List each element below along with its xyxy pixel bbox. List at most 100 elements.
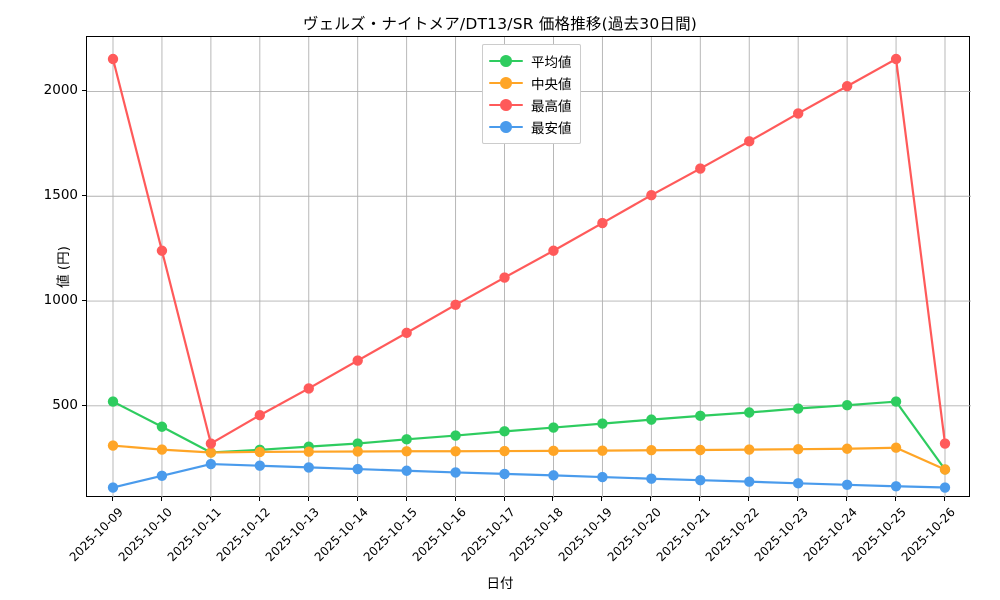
data-point-marker[interactable] [548, 245, 559, 256]
data-point-marker[interactable] [548, 470, 559, 481]
data-point-marker[interactable] [303, 446, 314, 457]
data-point-marker[interactable] [792, 403, 804, 414]
data-point-marker[interactable] [303, 383, 314, 394]
data-point-marker[interactable] [499, 272, 510, 283]
data-point-marker[interactable] [205, 438, 217, 449]
data-point-marker[interactable] [401, 446, 412, 457]
data-point-marker[interactable] [744, 407, 755, 418]
legend-marker-icon [500, 121, 512, 133]
data-point-marker[interactable] [499, 468, 510, 480]
legend-label: 中央値 [531, 77, 572, 93]
data-point-marker[interactable] [303, 462, 314, 473]
series-line [111, 400, 947, 471]
data-point-marker[interactable] [597, 445, 608, 456]
data-point-marker[interactable] [352, 446, 363, 457]
data-point-marker[interactable] [646, 473, 657, 484]
data-point-marker[interactable] [646, 445, 657, 456]
x-axis-tick-mark [209, 497, 211, 501]
data-point-marker[interactable] [254, 410, 266, 421]
legend-swatch [489, 76, 523, 90]
data-point-marker[interactable] [401, 465, 412, 476]
data-point-marker[interactable] [107, 482, 119, 493]
x-axis-tick-mark [503, 497, 505, 501]
legend-item[interactable]: 最高値 [489, 94, 572, 116]
data-point-marker[interactable] [646, 190, 657, 201]
data-point-marker[interactable] [744, 136, 755, 147]
y-axis-tick-mark [82, 300, 86, 302]
y-axis-tick-mark [82, 404, 86, 406]
data-point-marker[interactable] [792, 478, 804, 489]
data-point-marker[interactable] [939, 482, 951, 493]
legend-item[interactable]: 平均値 [489, 50, 572, 72]
series-line [111, 444, 947, 471]
data-point-marker[interactable] [450, 446, 461, 457]
x-axis-tick-mark [405, 497, 407, 501]
x-axis-tick-labels: 2025-10-09 2025-10-10 2025-10-11 2025-10-12… [67, 497, 970, 567]
data-point-marker[interactable] [352, 438, 363, 449]
data-point-marker[interactable] [156, 245, 168, 256]
data-point-marker[interactable] [744, 476, 755, 487]
series-line [111, 57, 947, 445]
data-point-marker[interactable] [107, 440, 119, 451]
y-axis-tick-label: 1000 [43, 292, 78, 309]
data-point-marker[interactable] [450, 467, 461, 478]
data-point-marker[interactable] [205, 447, 217, 458]
data-point-marker[interactable] [939, 438, 951, 449]
y-axis-tick-label: 2000 [43, 82, 78, 99]
data-point-marker[interactable] [597, 418, 608, 429]
data-point-marker[interactable] [597, 217, 608, 229]
x-axis-tick-mark [112, 497, 113, 501]
data-point-marker[interactable] [107, 53, 119, 65]
data-point-marker[interactable] [890, 53, 902, 65]
data-point-marker[interactable] [597, 471, 608, 483]
legend-marker-icon [500, 55, 512, 67]
data-point-marker[interactable] [156, 470, 168, 481]
data-point-marker[interactable] [890, 396, 902, 407]
data-point-marker[interactable] [890, 481, 902, 492]
data-point-marker[interactable] [695, 474, 706, 486]
data-point-marker[interactable] [792, 443, 804, 455]
chart-legend: 平均値中央値 最高値 最安値 [482, 44, 581, 144]
data-point-marker[interactable] [450, 299, 461, 310]
data-point-marker[interactable] [352, 463, 363, 475]
data-point-marker[interactable] [890, 442, 902, 453]
data-point-marker[interactable] [156, 444, 168, 455]
data-point-marker[interactable] [499, 426, 510, 437]
legend-item[interactable]: 最安値 [489, 116, 572, 138]
data-point-marker[interactable] [841, 443, 853, 454]
data-point-marker[interactable] [695, 410, 706, 422]
data-point-marker[interactable] [499, 445, 510, 457]
data-point-marker[interactable] [205, 458, 217, 470]
data-point-marker[interactable] [401, 327, 412, 339]
data-point-marker[interactable] [450, 430, 461, 441]
x-axis-tick-mark [944, 497, 945, 501]
x-axis-tick-mark [160, 497, 162, 501]
data-point-marker[interactable] [254, 460, 266, 471]
data-point-marker[interactable] [254, 446, 266, 458]
data-point-marker[interactable] [841, 81, 853, 92]
x-axis-tick-mark [895, 497, 897, 501]
legend-marker-icon [500, 99, 512, 111]
data-point-marker[interactable] [352, 355, 363, 366]
data-point-marker[interactable] [548, 445, 559, 457]
legend-label: 平均値 [531, 55, 572, 71]
data-point-marker[interactable] [695, 444, 706, 456]
data-point-marker[interactable] [841, 399, 853, 411]
data-point-marker[interactable] [939, 464, 951, 475]
data-point-marker[interactable] [744, 444, 755, 455]
data-point-marker[interactable] [548, 422, 559, 433]
x-axis-tick-mark [797, 497, 799, 501]
x-axis-label: 日付 [486, 576, 514, 592]
data-point-marker[interactable] [792, 108, 804, 119]
data-point-marker[interactable] [401, 434, 412, 445]
legend-swatch [489, 98, 523, 112]
data-point-marker[interactable] [107, 396, 119, 407]
plot-area [86, 36, 971, 498]
data-point-marker[interactable] [646, 414, 657, 425]
legend-item[interactable]: 中央値 [489, 72, 572, 94]
data-point-marker[interactable] [156, 421, 168, 432]
data-point-marker[interactable] [841, 479, 853, 490]
data-point-marker[interactable] [695, 163, 706, 174]
y-axis-tick-labels: 500 1000 1500 2000 [0, 36, 86, 497]
